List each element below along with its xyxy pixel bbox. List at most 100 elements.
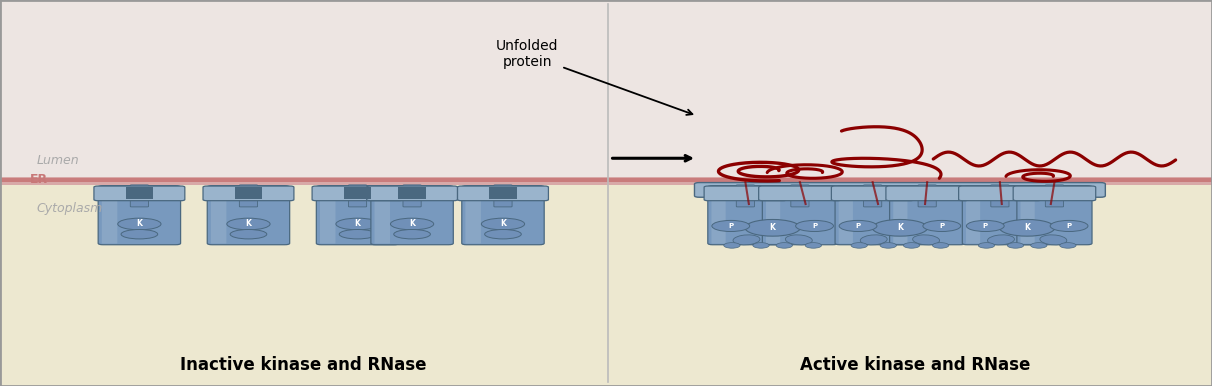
Bar <box>0 177 1212 185</box>
FancyBboxPatch shape <box>202 186 293 201</box>
Ellipse shape <box>1050 220 1088 232</box>
FancyBboxPatch shape <box>494 185 511 207</box>
FancyBboxPatch shape <box>966 187 981 244</box>
Ellipse shape <box>336 218 379 230</box>
FancyBboxPatch shape <box>893 187 908 244</box>
Ellipse shape <box>745 220 800 236</box>
FancyBboxPatch shape <box>102 187 118 244</box>
FancyBboxPatch shape <box>211 187 227 244</box>
FancyBboxPatch shape <box>791 185 810 207</box>
Ellipse shape <box>776 243 793 248</box>
Ellipse shape <box>932 243 949 248</box>
Ellipse shape <box>733 235 760 245</box>
FancyBboxPatch shape <box>1046 185 1064 207</box>
FancyBboxPatch shape <box>371 186 453 245</box>
FancyBboxPatch shape <box>1017 186 1092 245</box>
Bar <box>0 0 1212 185</box>
FancyBboxPatch shape <box>1021 187 1035 244</box>
FancyBboxPatch shape <box>98 186 181 245</box>
Ellipse shape <box>230 230 267 239</box>
Text: P: P <box>856 223 861 229</box>
Text: K: K <box>1024 223 1030 232</box>
FancyBboxPatch shape <box>762 186 837 245</box>
FancyBboxPatch shape <box>737 185 754 207</box>
FancyBboxPatch shape <box>991 185 1008 207</box>
Ellipse shape <box>724 243 741 248</box>
FancyBboxPatch shape <box>835 186 910 245</box>
FancyBboxPatch shape <box>890 186 965 245</box>
FancyBboxPatch shape <box>839 187 853 244</box>
Ellipse shape <box>390 218 434 230</box>
Ellipse shape <box>485 230 521 239</box>
FancyBboxPatch shape <box>313 186 402 201</box>
Ellipse shape <box>1007 243 1024 248</box>
Bar <box>235 187 262 199</box>
Ellipse shape <box>481 218 525 230</box>
Ellipse shape <box>988 235 1014 245</box>
FancyBboxPatch shape <box>711 187 726 244</box>
Ellipse shape <box>795 220 834 232</box>
Text: P: P <box>728 223 733 229</box>
Ellipse shape <box>978 243 995 248</box>
Ellipse shape <box>922 220 961 232</box>
Ellipse shape <box>711 220 750 232</box>
FancyBboxPatch shape <box>759 186 841 201</box>
FancyBboxPatch shape <box>831 186 914 201</box>
FancyBboxPatch shape <box>131 185 148 207</box>
Text: P: P <box>939 223 944 229</box>
Ellipse shape <box>227 218 270 230</box>
FancyBboxPatch shape <box>458 186 549 201</box>
Ellipse shape <box>394 230 430 239</box>
Bar <box>490 187 516 199</box>
FancyBboxPatch shape <box>95 186 185 201</box>
Text: K: K <box>501 220 505 229</box>
Ellipse shape <box>1000 220 1054 236</box>
FancyBboxPatch shape <box>962 186 1037 245</box>
Text: K: K <box>410 220 415 229</box>
Ellipse shape <box>913 235 939 245</box>
Ellipse shape <box>851 243 868 248</box>
FancyBboxPatch shape <box>919 185 937 207</box>
Ellipse shape <box>861 235 887 245</box>
Ellipse shape <box>873 220 927 236</box>
FancyBboxPatch shape <box>694 183 1105 197</box>
FancyBboxPatch shape <box>375 187 390 244</box>
Text: P: P <box>1067 223 1071 229</box>
Ellipse shape <box>966 220 1005 232</box>
FancyBboxPatch shape <box>349 185 366 207</box>
FancyBboxPatch shape <box>708 186 783 245</box>
Ellipse shape <box>1040 235 1067 245</box>
Text: K: K <box>770 223 776 232</box>
Ellipse shape <box>753 243 770 248</box>
Ellipse shape <box>1030 243 1047 248</box>
Bar <box>0 178 1212 182</box>
Ellipse shape <box>339 230 376 239</box>
FancyBboxPatch shape <box>402 185 422 207</box>
Text: K: K <box>355 220 360 229</box>
FancyBboxPatch shape <box>316 186 399 245</box>
FancyBboxPatch shape <box>766 187 781 244</box>
Bar <box>126 187 153 199</box>
Bar <box>0 185 1212 386</box>
Text: Active kinase and RNase: Active kinase and RNase <box>800 356 1030 374</box>
Text: Unfolded
protein: Unfolded protein <box>496 39 692 115</box>
Ellipse shape <box>903 243 920 248</box>
FancyBboxPatch shape <box>320 187 336 244</box>
Bar <box>344 187 371 199</box>
FancyBboxPatch shape <box>465 187 481 244</box>
Ellipse shape <box>805 243 822 248</box>
Bar <box>399 187 425 199</box>
FancyBboxPatch shape <box>959 186 1041 201</box>
FancyBboxPatch shape <box>704 186 787 201</box>
Text: K: K <box>137 220 142 229</box>
Ellipse shape <box>118 218 161 230</box>
Ellipse shape <box>880 243 897 248</box>
FancyBboxPatch shape <box>239 185 257 207</box>
FancyBboxPatch shape <box>462 186 544 245</box>
Text: P: P <box>983 223 988 229</box>
Text: Lumen: Lumen <box>36 154 79 167</box>
Text: K: K <box>246 220 251 229</box>
FancyBboxPatch shape <box>863 185 882 207</box>
Text: Cytoplasm: Cytoplasm <box>36 202 103 215</box>
Ellipse shape <box>839 220 877 232</box>
